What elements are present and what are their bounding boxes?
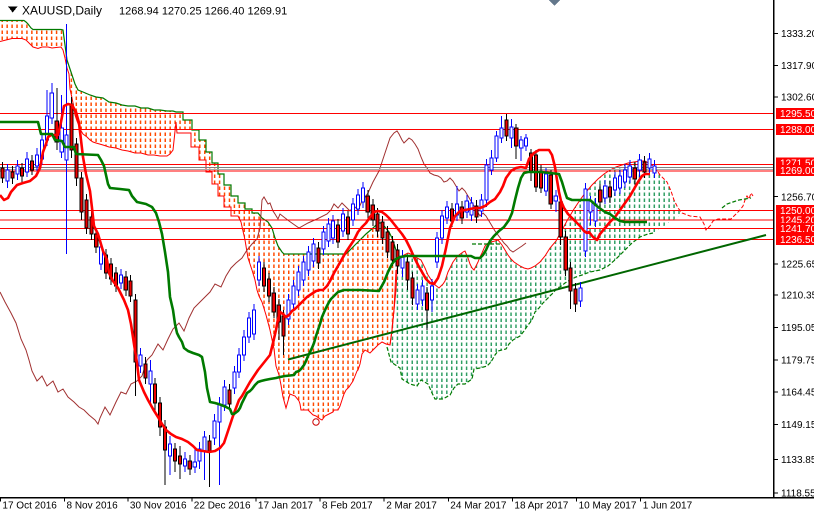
svg-text:1118.55: 1118.55: [781, 489, 814, 500]
svg-text:18 Apr 2017: 18 Apr 2017: [514, 501, 568, 512]
svg-text:1241.70: 1241.70: [780, 224, 814, 235]
svg-text:1271.50: 1271.50: [780, 159, 814, 170]
svg-text:1225.65: 1225.65: [781, 260, 814, 271]
svg-text:1268.94 1270.25 1266.40 1269.9: 1268.94 1270.25 1266.40 1269.91: [119, 6, 287, 18]
svg-text:1269.00: 1269.00: [780, 166, 814, 177]
svg-text:1256.70: 1256.70: [781, 192, 814, 203]
svg-text:1302.60: 1302.60: [781, 93, 814, 104]
svg-text:1133.85: 1133.85: [781, 455, 814, 466]
svg-text:1 Jun 2017: 1 Jun 2017: [643, 501, 693, 512]
svg-text:1317.90: 1317.90: [781, 61, 814, 72]
svg-text:17 Jan 2017: 17 Jan 2017: [258, 501, 313, 512]
svg-text:1179.75: 1179.75: [781, 355, 814, 366]
svg-text:XAUUSD,Daily: XAUUSD,Daily: [22, 4, 102, 18]
svg-text:30 Nov 2016: 30 Nov 2016: [130, 501, 187, 512]
svg-text:1149.15: 1149.15: [781, 420, 814, 431]
svg-text:1333.20: 1333.20: [781, 29, 814, 40]
svg-text:1236.50: 1236.50: [780, 235, 814, 246]
svg-text:10 May 2017: 10 May 2017: [579, 501, 637, 512]
svg-text:22 Dec 2016: 22 Dec 2016: [194, 501, 251, 512]
svg-text:1210.35: 1210.35: [781, 291, 814, 302]
svg-text:1164.45: 1164.45: [781, 388, 814, 399]
svg-text:1245.20: 1245.20: [780, 216, 814, 227]
svg-text:1250.00: 1250.00: [780, 206, 814, 217]
svg-text:17 Oct 2016: 17 Oct 2016: [2, 501, 57, 512]
svg-text:1288.00: 1288.00: [780, 125, 814, 136]
svg-text:1295.50: 1295.50: [780, 109, 814, 120]
svg-text:8 Feb 2017: 8 Feb 2017: [322, 501, 373, 512]
svg-text:1195.05: 1195.05: [781, 323, 814, 334]
svg-text:24 Mar 2017: 24 Mar 2017: [450, 501, 507, 512]
svg-text:8 Nov 2016: 8 Nov 2016: [67, 501, 119, 512]
svg-text:2 Mar 2017: 2 Mar 2017: [386, 501, 437, 512]
